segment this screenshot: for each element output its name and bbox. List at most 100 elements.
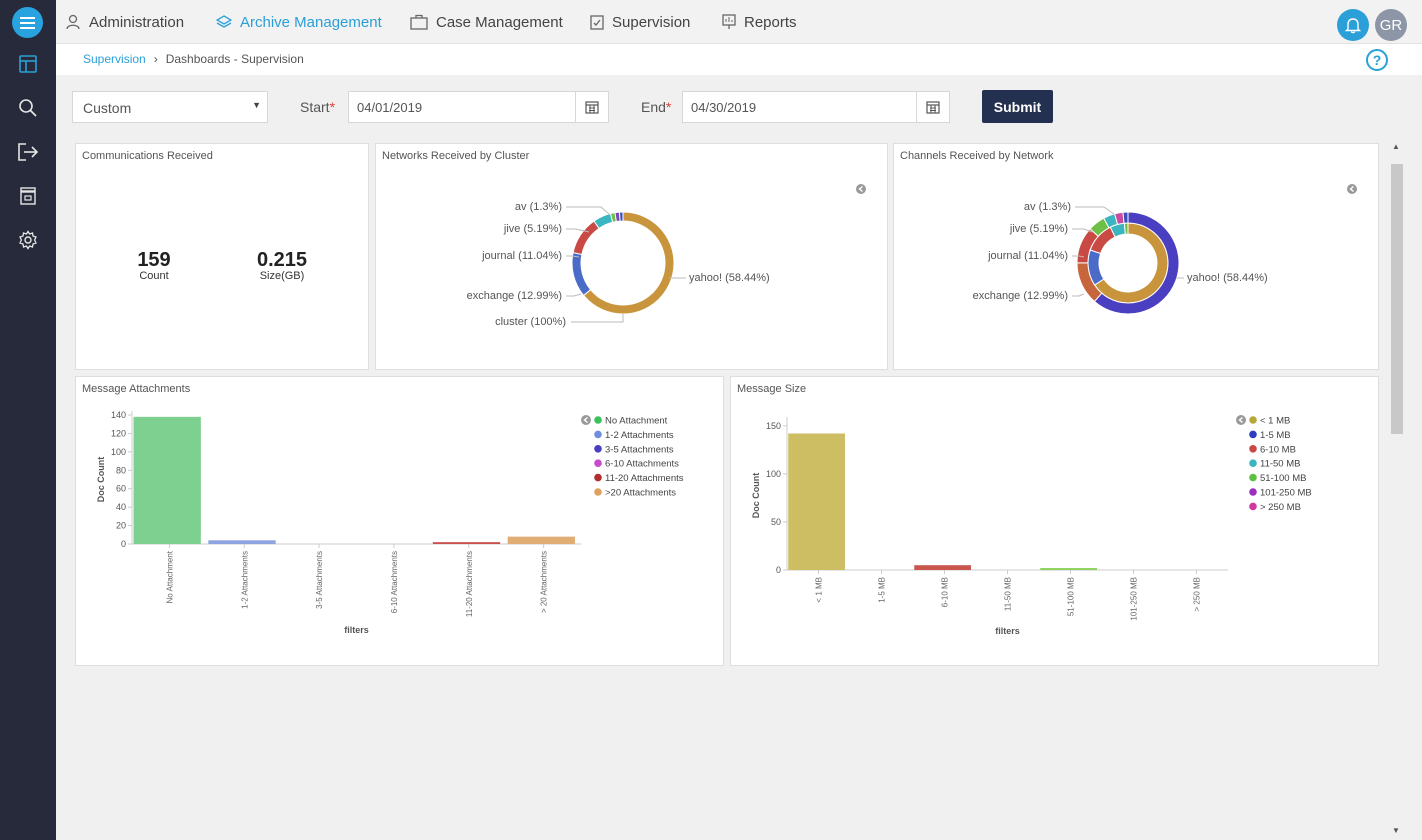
- x-tick-label: 1-5 MB: [878, 577, 887, 603]
- donut-slice: [572, 220, 600, 256]
- legend-item: 11-20 Attachments: [605, 473, 684, 484]
- x-tick-label: 6-10 MB: [941, 577, 950, 607]
- legend-item: 6-10 Attachments: [605, 459, 679, 470]
- bar: [432, 542, 501, 544]
- x-tick-label: No Attachment: [165, 550, 174, 603]
- leader-line: [1072, 228, 1093, 233]
- y-tick-label: 100: [766, 469, 781, 479]
- slice-label: journal (11.04%): [987, 250, 1068, 262]
- collapse-legend-icon: [1347, 184, 1357, 194]
- x-tick-label: 11-20 Attachments: [465, 551, 474, 617]
- leader-line: [566, 228, 590, 233]
- end-calendar-icon[interactable]: [916, 91, 950, 123]
- donut-slice: [571, 252, 592, 297]
- vertical-scrollbar[interactable]: ▲ ▼: [1389, 140, 1405, 840]
- hamburger-menu-icon[interactable]: [12, 7, 43, 38]
- legend-item: < 1 MB: [1260, 416, 1290, 427]
- leader-line: [566, 293, 582, 297]
- export-icon[interactable]: [16, 140, 40, 164]
- start-date-input[interactable]: 04/01/2019: [348, 91, 576, 123]
- search-icon[interactable]: [16, 96, 40, 120]
- x-tick-label: 51-100 MB: [1067, 577, 1076, 616]
- end-date-input[interactable]: 04/30/2019: [682, 91, 917, 123]
- nav-administration[interactable]: Administration: [65, 0, 184, 44]
- legend-swatch: [594, 416, 602, 424]
- y-axis-title: Doc Count: [751, 473, 761, 519]
- nav-label: Supervision: [612, 13, 691, 31]
- x-axis-title: filters: [995, 626, 1020, 636]
- archive-box-icon[interactable]: [16, 184, 40, 208]
- panel-title: Channels Received by Network: [900, 150, 1054, 162]
- y-tick-label: 80: [116, 465, 126, 475]
- notifications-bell-icon[interactable]: [1337, 9, 1369, 41]
- collapse-legend-icon: [856, 184, 866, 194]
- legend-item: 1-2 Attachments: [605, 430, 674, 441]
- legend-item: >20 Attachments: [605, 488, 676, 499]
- y-tick-label: 40: [116, 502, 126, 512]
- legend-item: 51-100 MB: [1260, 473, 1306, 484]
- nav-archive-management[interactable]: Archive Management: [216, 0, 382, 44]
- attachments-panel: Message Attachments 0 20 40 60 80 100 120 140 Do…: [75, 376, 724, 666]
- x-tick-label: 1-2 Attachments: [240, 551, 249, 609]
- submit-button[interactable]: Submit: [982, 90, 1053, 123]
- help-question-icon[interactable]: ?: [1366, 49, 1388, 71]
- settings-gear-icon[interactable]: [16, 228, 40, 252]
- y-tick-label: 140: [111, 410, 126, 420]
- legend-swatch: [594, 488, 602, 496]
- y-tick-label: 60: [116, 484, 126, 494]
- legend-swatch: [1249, 488, 1257, 496]
- legend-item: > 250 MB: [1260, 502, 1301, 513]
- legend-swatch: [1249, 473, 1257, 482]
- x-tick-label: 6-10 Attachments: [390, 551, 399, 613]
- panel-title: Networks Received by Cluster: [382, 150, 530, 162]
- channels-panel: Channels Received by Network yahoo! (58.…: [893, 143, 1379, 370]
- bar: [133, 416, 201, 544]
- scroll-down-arrow-icon[interactable]: ▼: [1392, 826, 1400, 835]
- leader-line: [1072, 255, 1085, 258]
- scrollbar-thumb[interactable]: [1391, 164, 1403, 434]
- x-tick-label: 3-5 Attachments: [315, 551, 324, 609]
- panel-title: Communications Received: [82, 150, 213, 162]
- date-range-select[interactable]: Custom ▼: [72, 91, 268, 123]
- x-tick-label: 101-250 MB: [1130, 577, 1139, 621]
- start-label: Start*: [300, 99, 336, 115]
- count-value: 159: [137, 249, 171, 271]
- start-calendar-icon[interactable]: [575, 91, 609, 123]
- bar: [507, 536, 576, 544]
- nav-case-management[interactable]: Case Management: [410, 0, 563, 44]
- networks-donut-chart: yahoo! (58.44%) exchange (12.99%) journal …: [467, 184, 866, 328]
- leader-line: [571, 314, 624, 323]
- size-bar-chart: 0 50 100 150 Doc Count < 1 MB 1-5 MB 6-10 MB 11-…: [751, 415, 1312, 636]
- scroll-up-arrow-icon[interactable]: ▲: [1392, 142, 1400, 151]
- legend-item: No Attachment: [605, 416, 668, 427]
- slice-label: exchange (12.99%): [973, 290, 1068, 302]
- legend-swatch: [1249, 459, 1257, 467]
- x-tick-label: 11-50 MB: [1004, 577, 1013, 611]
- count-label: Count: [139, 270, 169, 282]
- leader-line: [566, 206, 610, 215]
- nav-reports[interactable]: Reports: [722, 0, 797, 44]
- breadcrumb-link-supervision[interactable]: Supervision: [83, 52, 146, 66]
- leader-line: [566, 255, 580, 258]
- size-metric: 0.215 Size(GB): [247, 250, 317, 282]
- dashboard-layout-icon[interactable]: [16, 52, 40, 76]
- bar: [1040, 568, 1097, 570]
- user-avatar[interactable]: GR: [1375, 9, 1407, 41]
- communications-panel: Communications Received 159 Count 0.215 …: [75, 143, 369, 370]
- y-tick-label: 20: [116, 521, 126, 531]
- legend-swatch: [594, 459, 602, 467]
- top-nav-bar: Administration Archive Management Case M…: [56, 0, 1422, 44]
- nav-supervision[interactable]: Supervision: [590, 0, 690, 44]
- size-label: Size(GB): [259, 270, 305, 282]
- breadcrumb-current: Dashboards - Supervision: [165, 52, 304, 66]
- legend-item: 6-10 MB: [1260, 444, 1296, 455]
- leader-line: [1075, 206, 1115, 215]
- donut-slice: [618, 211, 624, 222]
- y-tick-label: 120: [111, 428, 126, 438]
- slice-label: cluster (100%): [495, 316, 566, 328]
- x-tick-label: > 250 MB: [1193, 577, 1202, 611]
- y-tick-label: 150: [766, 421, 781, 431]
- legend-item: 11-50 MB: [1260, 459, 1300, 470]
- y-tick-label: 100: [111, 447, 126, 457]
- size-panel: Message Size 0 50 100 150 Doc Count < 1 MB 1-5…: [730, 376, 1379, 666]
